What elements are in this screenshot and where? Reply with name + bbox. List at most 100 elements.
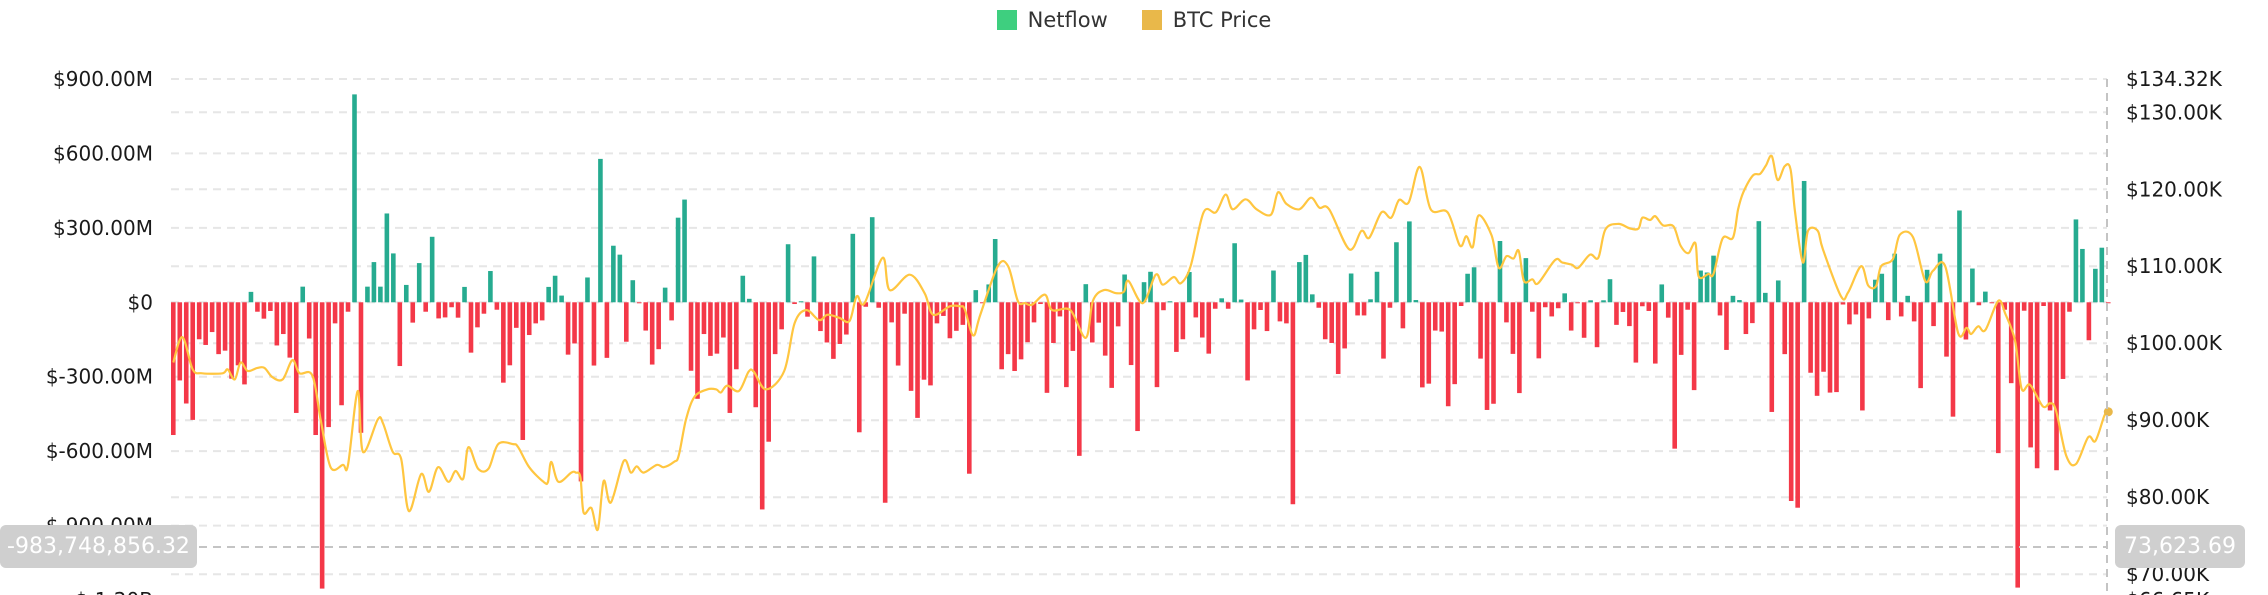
netflow-bar xyxy=(261,302,267,319)
netflow-bar xyxy=(332,302,338,324)
netflow-bar xyxy=(1788,302,1794,502)
netflow-bar xyxy=(255,302,260,312)
netflow-bar xyxy=(488,271,493,303)
left-axis-tick-label: $0 xyxy=(128,290,153,314)
netflow-bar xyxy=(1847,302,1852,325)
netflow-bar xyxy=(2034,302,2040,469)
netflow-bar xyxy=(365,286,370,303)
netflow-bar xyxy=(598,158,603,303)
netflow-bar xyxy=(734,302,739,370)
netflow-bar xyxy=(1575,302,1580,304)
netflow-bar xyxy=(1012,302,1017,372)
netflow-bar xyxy=(1031,302,1037,323)
netflow-bar xyxy=(1245,302,1250,381)
netflow-bar xyxy=(1821,302,1826,372)
netflow-bar xyxy=(1374,271,1380,303)
netflow-bar xyxy=(481,302,487,314)
netflow-bar xyxy=(442,302,448,318)
netflow-bar xyxy=(2073,219,2079,303)
netflow-bar xyxy=(1911,302,1917,322)
netflow-bar xyxy=(1620,302,1626,312)
netflow-bar xyxy=(1297,262,1302,303)
netflow-bar xyxy=(1652,302,1658,364)
netflow-bar xyxy=(216,302,221,355)
netflow-bar xyxy=(1594,302,1600,348)
netflow-bar xyxy=(921,302,927,380)
btc-price-swatch xyxy=(1141,10,1162,30)
netflow-bar xyxy=(882,302,888,503)
netflow-bar xyxy=(403,284,409,303)
netflow-bar xyxy=(1420,302,1425,388)
legend-item-netflow[interactable]: Netflow xyxy=(996,8,1108,32)
netflow-bar xyxy=(753,302,759,408)
netflow-bar xyxy=(947,302,953,339)
netflow-bar xyxy=(721,302,726,338)
netflow-bar xyxy=(818,302,823,332)
netflow-bar xyxy=(1704,272,1710,303)
netflow-bar xyxy=(1737,300,1742,303)
netflow-bar xyxy=(2060,302,2066,379)
netflow-bar xyxy=(1665,302,1671,318)
netflow-bar xyxy=(675,217,681,303)
netflow-bar xyxy=(2015,302,2020,588)
netflow-bar xyxy=(1361,302,1367,316)
netflow-bar xyxy=(209,302,215,333)
netflow-bar xyxy=(1452,302,1457,385)
legend-item-btc-price[interactable]: BTC Price xyxy=(1141,8,1271,32)
netflow-bar xyxy=(1769,302,1775,412)
netflow-bar xyxy=(772,302,778,355)
netflow-bar xyxy=(1206,302,1212,354)
netflow-bar xyxy=(1219,298,1224,303)
netflow-bar xyxy=(2047,302,2053,411)
netflow-bar xyxy=(1174,302,1179,352)
netflow-bar xyxy=(624,302,629,342)
netflow-bar xyxy=(203,302,208,345)
netflow-bar xyxy=(1536,302,1542,359)
netflow-bar xyxy=(468,302,474,353)
netflow-bar xyxy=(636,302,642,304)
netflow-bar xyxy=(1484,302,1490,410)
netflow-bar xyxy=(863,302,869,307)
netflow-bar xyxy=(268,302,273,311)
netflow-bar xyxy=(1685,302,1690,310)
legend: Netflow BTC Price xyxy=(0,8,2268,32)
netflow-bar xyxy=(391,253,396,303)
netflow-bar xyxy=(378,286,383,303)
netflow-bar xyxy=(1303,254,1309,303)
netflow-bar xyxy=(559,295,564,303)
netflow-bar xyxy=(1808,302,1813,373)
netflow-bar xyxy=(766,302,771,442)
netflow-bar xyxy=(611,245,616,303)
netflow-bar xyxy=(2028,302,2033,448)
netflow-bar xyxy=(507,302,513,366)
netflow-bar xyxy=(306,302,312,339)
netflow-bar xyxy=(1322,302,1328,340)
netflow-bar xyxy=(1750,302,1755,324)
netflow-bar xyxy=(1542,302,1548,308)
netflow-bar xyxy=(960,302,966,325)
netflow-bar xyxy=(1161,302,1166,311)
right-axis-tick-label: $90.00K xyxy=(2126,408,2210,432)
netflow-bar xyxy=(449,302,454,308)
netflow-bar xyxy=(1497,241,1503,303)
netflow-bar xyxy=(171,302,176,436)
netflow-bar xyxy=(1588,300,1593,303)
netflow-bar xyxy=(475,302,480,328)
netflow-bar xyxy=(1801,180,1807,303)
netflow-bar xyxy=(293,302,299,413)
netflow-bar xyxy=(824,302,830,343)
left-axis-tick-label: $-600.00M xyxy=(46,439,153,463)
netflow-bar xyxy=(1918,302,1923,389)
netflow-bar xyxy=(235,302,241,366)
netflow-bar xyxy=(397,302,403,367)
netflow-bar xyxy=(643,302,649,331)
netflow-bar xyxy=(934,302,940,324)
netflow-bar xyxy=(313,302,318,436)
netflow-bar xyxy=(501,302,506,383)
netflow-bar xyxy=(1199,302,1205,338)
netflow-bar xyxy=(429,236,435,303)
netflow-bar xyxy=(423,302,428,312)
netflow-bar xyxy=(1937,253,1943,303)
netflow-bar xyxy=(2041,302,2046,307)
netflow-bar xyxy=(1607,279,1613,303)
